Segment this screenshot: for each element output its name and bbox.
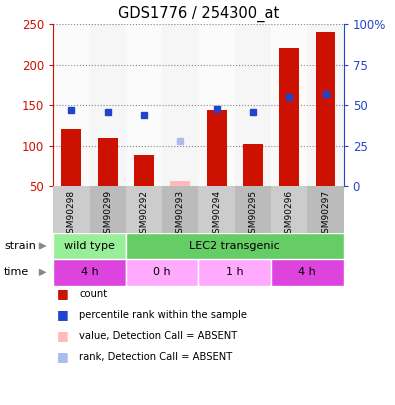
Bar: [98, 138, 118, 186]
Text: GSM90296: GSM90296: [285, 190, 294, 239]
Text: 1 h: 1 h: [226, 267, 244, 277]
Bar: [271, 186, 307, 233]
Bar: [62, 129, 81, 186]
Bar: [170, 181, 190, 186]
Bar: [162, 24, 199, 186]
Text: ■: ■: [57, 350, 69, 363]
Text: ■: ■: [57, 308, 69, 321]
Text: GSM90297: GSM90297: [321, 190, 330, 239]
Bar: [199, 186, 235, 233]
Text: GSM90299: GSM90299: [103, 190, 112, 239]
Bar: [126, 233, 344, 259]
Text: strain: strain: [4, 241, 36, 251]
Text: 4 h: 4 h: [81, 267, 98, 277]
Bar: [207, 110, 227, 186]
Text: count: count: [79, 289, 107, 298]
Text: GSM90298: GSM90298: [67, 190, 76, 239]
Text: value, Detection Call = ABSENT: value, Detection Call = ABSENT: [79, 331, 237, 341]
Text: wild type: wild type: [64, 241, 115, 251]
Bar: [307, 24, 344, 186]
Text: ■: ■: [57, 287, 69, 300]
Bar: [235, 24, 271, 186]
Text: ■: ■: [57, 329, 69, 342]
Bar: [271, 24, 307, 186]
Bar: [90, 24, 126, 186]
Bar: [199, 24, 235, 186]
Text: GSM90295: GSM90295: [248, 190, 258, 239]
Text: 0 h: 0 h: [153, 267, 171, 277]
Bar: [307, 186, 344, 233]
Text: percentile rank within the sample: percentile rank within the sample: [79, 310, 247, 320]
Bar: [53, 186, 90, 233]
Title: GDS1776 / 254300_at: GDS1776 / 254300_at: [118, 5, 279, 21]
Bar: [316, 32, 335, 186]
Text: 4 h: 4 h: [299, 267, 316, 277]
Bar: [53, 24, 90, 186]
Bar: [271, 259, 344, 286]
Text: GSM90292: GSM90292: [139, 190, 149, 239]
Bar: [126, 186, 162, 233]
Text: time: time: [4, 267, 29, 277]
Bar: [243, 144, 263, 186]
Bar: [199, 259, 271, 286]
Text: LEC2 transgenic: LEC2 transgenic: [190, 241, 280, 251]
Bar: [162, 186, 199, 233]
Text: GSM90293: GSM90293: [176, 190, 185, 239]
Bar: [134, 155, 154, 186]
Bar: [235, 186, 271, 233]
Bar: [90, 186, 126, 233]
Bar: [126, 259, 199, 286]
Text: rank, Detection Call = ABSENT: rank, Detection Call = ABSENT: [79, 352, 232, 362]
Bar: [279, 48, 299, 186]
Bar: [53, 259, 126, 286]
Text: GSM90294: GSM90294: [212, 190, 221, 239]
Bar: [53, 233, 126, 259]
Bar: [126, 24, 162, 186]
